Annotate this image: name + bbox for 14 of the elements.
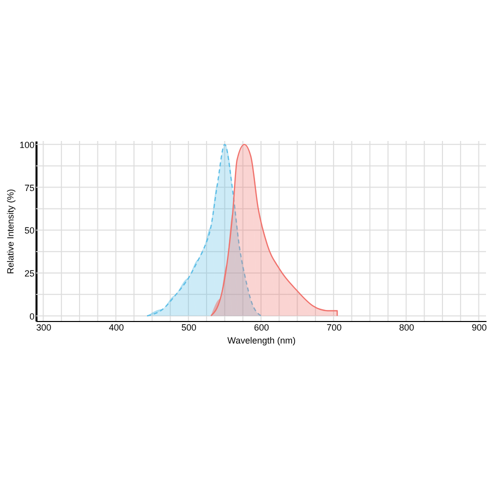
y-tick-label: 100 [19, 140, 34, 150]
x-tick-label: 300 [36, 322, 52, 332]
x-tick-label: 400 [108, 322, 124, 332]
x-tick-label: 500 [181, 322, 196, 332]
x-tick-label: 900 [472, 322, 487, 332]
y-tick-label: 75 [24, 182, 34, 193]
y-tick-label: 0 [29, 311, 34, 322]
x-tick-label: 600 [254, 322, 270, 332]
x-tick-label: 700 [326, 322, 342, 332]
x-axis-title: Wavelength (nm) [227, 336, 296, 346]
y-tick-label: 50 [24, 226, 34, 236]
x-tick-label: 800 [399, 322, 414, 332]
y-tick-label: 25 [24, 268, 34, 278]
y-axis-title: Relative Intensity (%) [5, 188, 16, 274]
